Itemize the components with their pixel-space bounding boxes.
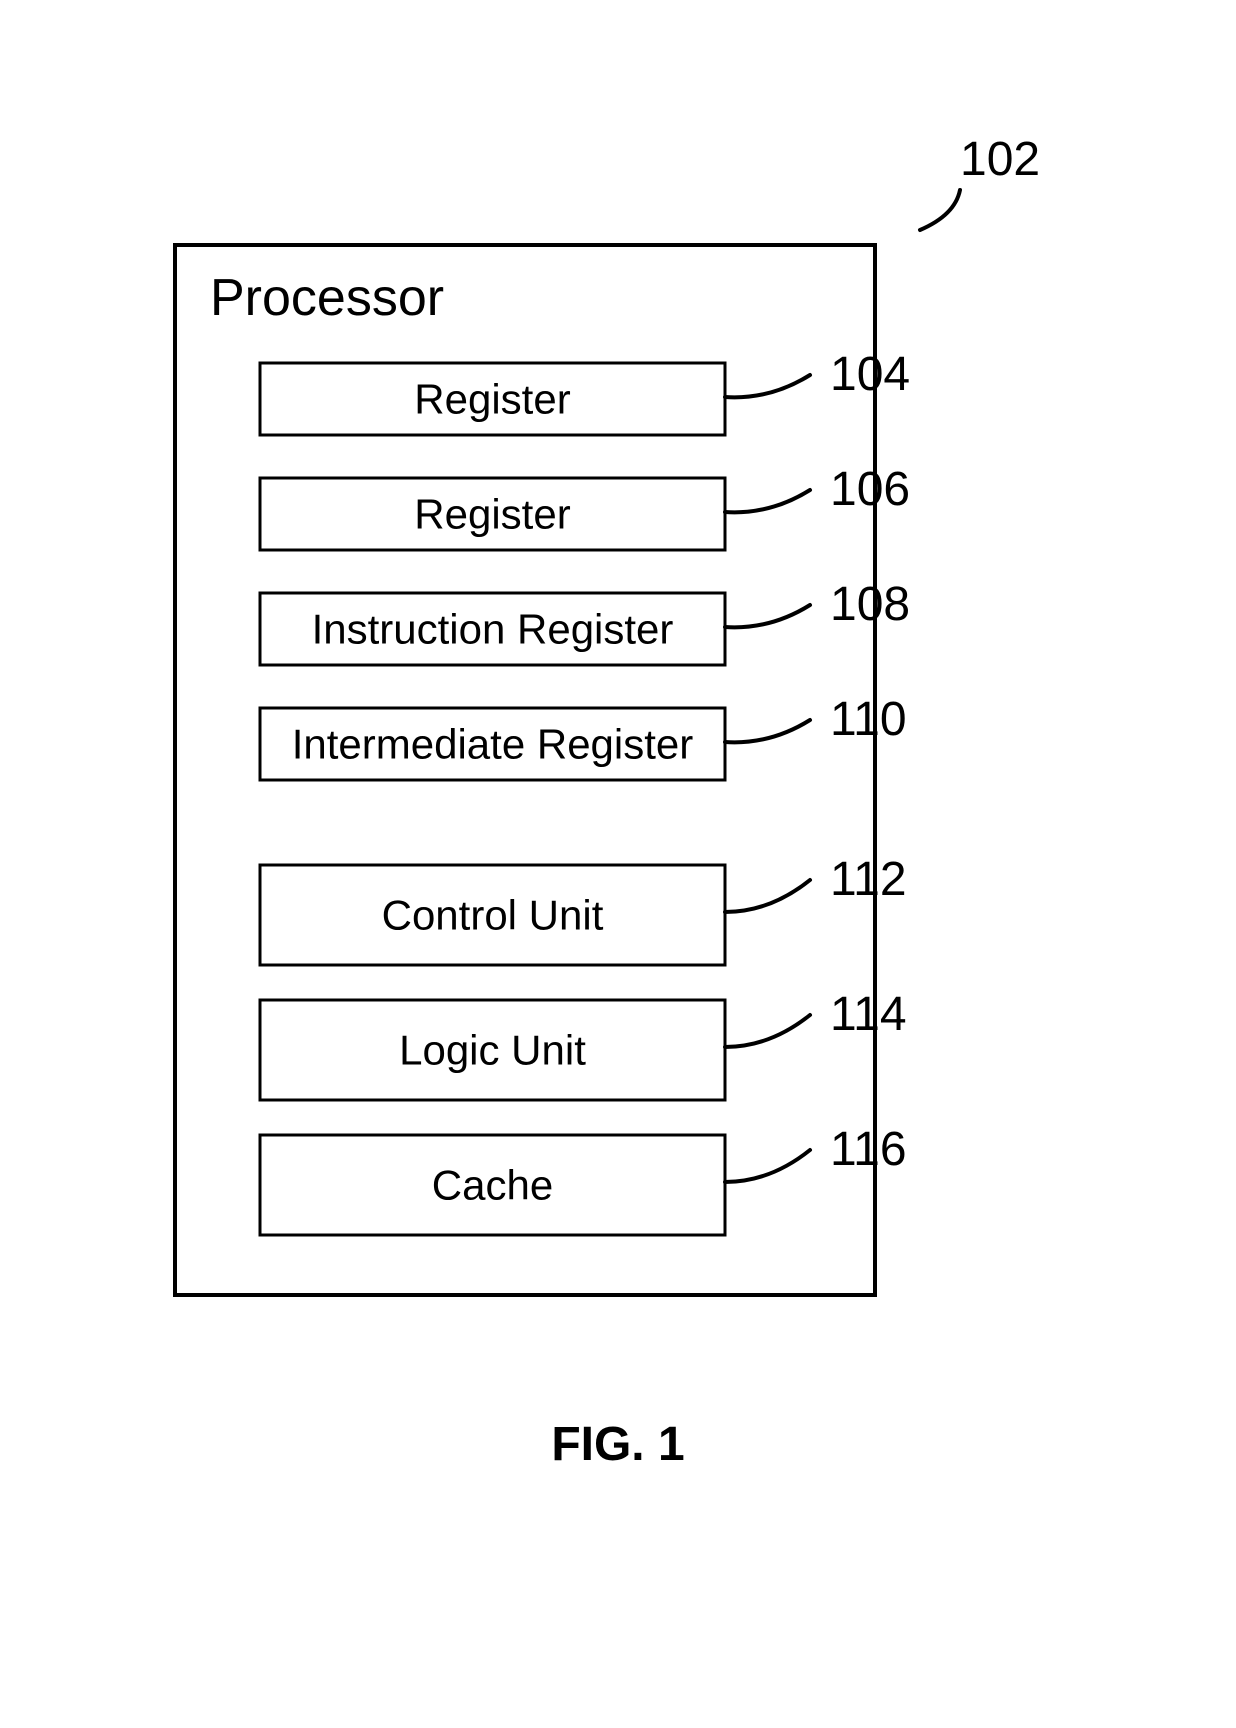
component-ref: 104 (830, 348, 910, 401)
component-box: Register (260, 478, 725, 550)
component-ref: 110 (830, 693, 907, 746)
component-label: Control Unit (382, 892, 604, 939)
component-ref: 106 (830, 463, 910, 516)
component-box: Intermediate Register (260, 708, 725, 780)
component-box: Control Unit (260, 865, 725, 965)
component-label: Cache (432, 1162, 553, 1209)
component-box: Logic Unit (260, 1000, 725, 1100)
figure-caption: FIG. 1 (551, 1418, 684, 1471)
component-label: Instruction Register (312, 606, 674, 653)
component-label: Register (414, 491, 570, 538)
processor-title: Processor (210, 269, 444, 327)
component-ref: 112 (830, 853, 907, 906)
processor-ref: 102 (960, 133, 1040, 186)
component-ref: 116 (830, 1123, 907, 1176)
component-ref: 108 (830, 578, 910, 631)
component-label: Intermediate Register (292, 721, 694, 768)
component-ref: 114 (830, 988, 907, 1041)
component-box: Register (260, 363, 725, 435)
component-label: Logic Unit (399, 1027, 586, 1074)
component-box: Cache (260, 1135, 725, 1235)
component-box: Instruction Register (260, 593, 725, 665)
component-label: Register (414, 376, 570, 423)
